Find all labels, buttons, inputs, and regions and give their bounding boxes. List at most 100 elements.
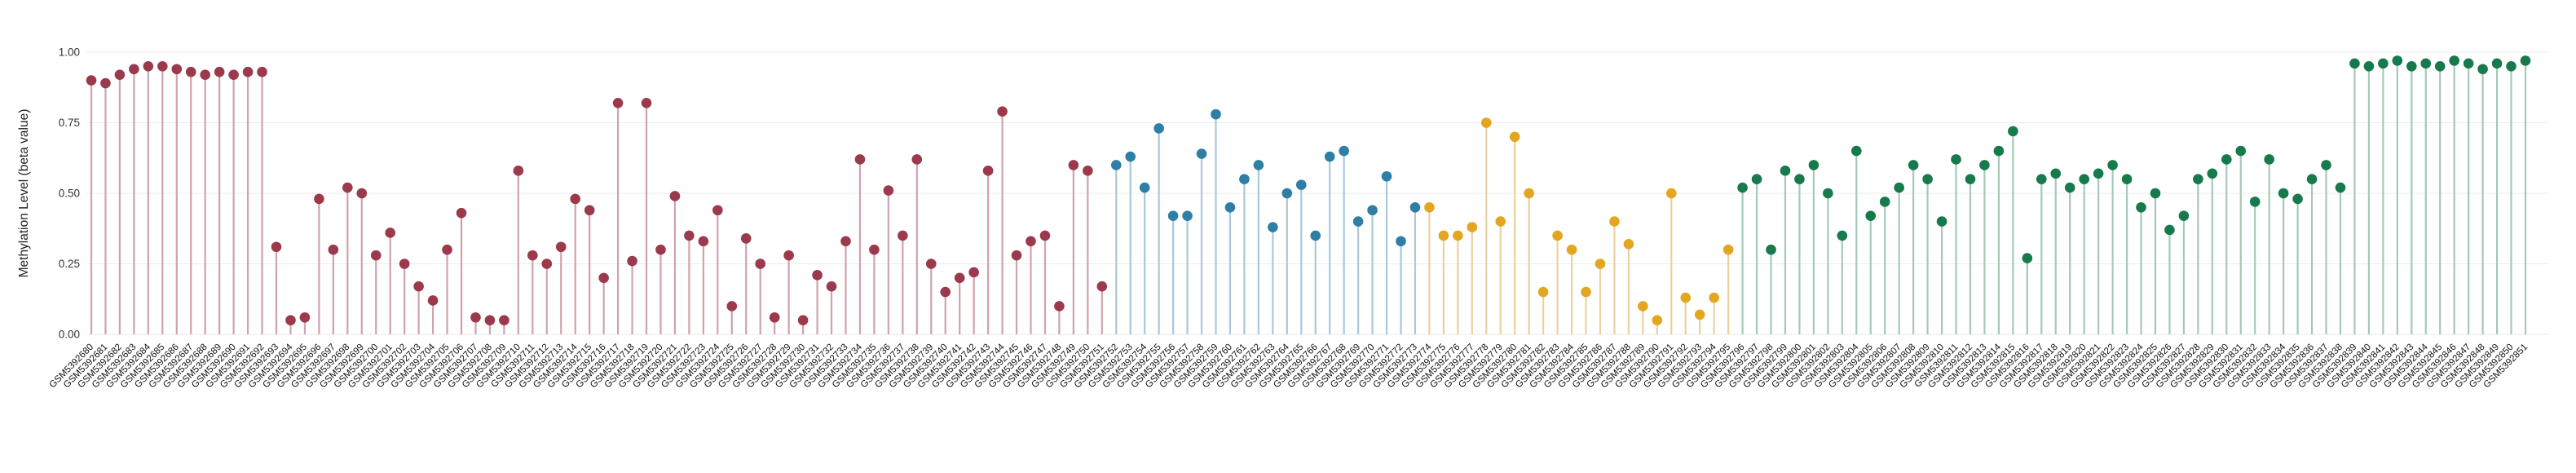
y-tick-label: 0.00 xyxy=(59,329,80,341)
data-point xyxy=(499,315,509,326)
data-point xyxy=(1552,230,1563,241)
data-point xyxy=(669,191,681,201)
data-point xyxy=(555,241,567,253)
data-point xyxy=(1396,236,1406,247)
data-point xyxy=(442,244,452,255)
data-point xyxy=(2264,154,2274,165)
data-point xyxy=(1224,202,1236,213)
data-point xyxy=(1409,202,1421,213)
data-point xyxy=(470,312,481,323)
y-tick-label: 0.25 xyxy=(59,258,80,270)
data-point xyxy=(783,250,794,261)
data-point xyxy=(1268,222,1278,232)
data-point xyxy=(854,154,866,165)
data-point xyxy=(413,281,424,292)
data-point xyxy=(2193,174,2203,184)
data-point xyxy=(982,166,994,176)
data-point xyxy=(1694,309,1705,320)
data-point xyxy=(1722,244,1734,255)
data-point xyxy=(1638,301,1648,312)
data-point xyxy=(114,69,126,80)
data-point xyxy=(228,69,239,80)
data-point xyxy=(840,236,851,247)
data-point xyxy=(2392,55,2403,66)
data-point xyxy=(214,66,225,77)
data-point xyxy=(100,77,111,89)
data-point xyxy=(271,241,282,253)
data-point xyxy=(598,272,609,284)
data-point xyxy=(911,154,923,165)
data-point xyxy=(2064,182,2075,193)
data-point xyxy=(1096,281,1108,292)
data-point xyxy=(2136,202,2146,213)
data-point xyxy=(2221,154,2232,165)
data-point xyxy=(1879,197,1890,207)
data-point xyxy=(370,250,382,261)
data-point xyxy=(2463,58,2474,69)
data-point xyxy=(1310,230,1321,241)
data-point xyxy=(1026,236,1036,247)
data-point xyxy=(1808,160,1820,170)
data-point xyxy=(1737,182,1748,193)
data-point xyxy=(726,301,738,312)
data-point xyxy=(584,205,595,216)
data-point xyxy=(1324,151,1335,162)
data-point xyxy=(2420,58,2432,69)
data-point xyxy=(1509,131,1520,143)
data-point xyxy=(1211,108,1221,120)
data-point xyxy=(1196,148,1207,159)
data-point xyxy=(1865,210,1877,221)
data-point xyxy=(129,64,139,75)
data-point xyxy=(769,312,780,323)
data-point xyxy=(940,286,951,298)
data-point xyxy=(1751,174,1762,184)
data-point xyxy=(997,106,1008,117)
data-point xyxy=(883,185,894,196)
data-point xyxy=(925,259,937,269)
data-point xyxy=(1253,160,1264,170)
data-point xyxy=(2178,210,2190,221)
data-point xyxy=(342,182,353,193)
data-point xyxy=(2406,61,2417,72)
data-point xyxy=(2321,160,2331,170)
data-point xyxy=(968,267,979,278)
data-point xyxy=(1424,202,1435,213)
data-point xyxy=(2036,174,2047,184)
data-point xyxy=(641,97,652,108)
data-point xyxy=(612,97,624,108)
data-point xyxy=(2378,58,2389,69)
data-point xyxy=(1367,205,1378,216)
data-point xyxy=(1922,174,1933,184)
data-point xyxy=(2207,168,2218,179)
y-tick-label: 0.75 xyxy=(59,117,80,129)
data-point xyxy=(1083,166,1093,176)
data-point xyxy=(2477,64,2488,75)
data-point xyxy=(684,230,695,241)
data-point xyxy=(527,250,538,261)
data-point xyxy=(2335,182,2346,193)
data-point xyxy=(1339,145,1349,157)
data-point xyxy=(1837,230,1848,241)
data-point xyxy=(1965,174,1976,184)
data-point xyxy=(1153,123,1164,134)
data-point xyxy=(1581,286,1591,298)
data-point xyxy=(1167,210,1179,221)
data-point xyxy=(484,315,496,326)
data-point xyxy=(1467,222,1478,232)
data-point xyxy=(1823,188,1833,199)
data-point xyxy=(1652,315,1663,326)
data-point xyxy=(1039,230,1051,241)
data-point xyxy=(2491,58,2503,69)
data-point xyxy=(1352,216,1364,227)
data-point xyxy=(242,66,254,77)
data-point xyxy=(2022,253,2033,263)
data-point xyxy=(2121,174,2133,184)
data-point xyxy=(1110,160,1122,170)
data-point xyxy=(740,233,752,244)
data-point xyxy=(1381,170,1392,182)
data-point xyxy=(1068,160,1079,170)
data-point xyxy=(185,66,196,77)
data-point xyxy=(513,166,524,176)
